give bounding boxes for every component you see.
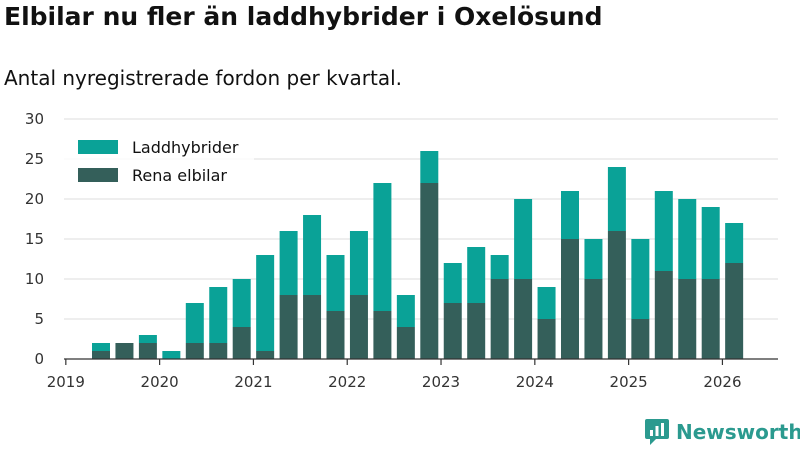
x-tick-label: 2021 (234, 373, 272, 391)
bar-laddhybrider (514, 199, 533, 279)
x-tick-label: 2020 (141, 373, 179, 391)
legend: Laddhybrider Rena elbilar (62, 131, 254, 193)
y-tick-label: 20 (25, 190, 44, 208)
bar-rena-elbilar (209, 343, 228, 359)
bar-laddhybrider (162, 351, 181, 359)
bar-laddhybrider (185, 303, 204, 343)
bar-rena-elbilar (490, 279, 509, 359)
chart-title: Elbilar nu fler än laddhybrider i Oxelös… (4, 2, 603, 31)
bar-rena-elbilar (420, 183, 439, 359)
bar-laddhybrider (373, 183, 392, 311)
bar-laddhybrider (631, 239, 650, 319)
x-tick-label: 2024 (516, 373, 554, 391)
bar-laddhybrider (256, 255, 275, 351)
bar-rena-elbilar (256, 351, 275, 359)
bars (92, 151, 744, 359)
bar-rena-elbilar (537, 319, 556, 359)
legend-swatch (78, 140, 118, 154)
bar-laddhybrider (209, 287, 228, 343)
bar-rena-elbilar (725, 263, 744, 359)
bar-rena-elbilar (279, 295, 298, 359)
bar-rena-elbilar (396, 327, 415, 359)
x-tick-label: 2026 (703, 373, 741, 391)
x-tick-label: 2022 (328, 373, 366, 391)
newsworthy-icon (645, 419, 669, 445)
legend-label: Rena elbilar (132, 166, 227, 185)
bar-rena-elbilar (326, 311, 345, 359)
bar-rena-elbilar (701, 279, 720, 359)
bar-laddhybrider (584, 239, 603, 279)
chart-subtitle: Antal nyregistrerade fordon per kvartal. (4, 66, 403, 90)
bar-rena-elbilar (561, 239, 579, 359)
bar-laddhybrider (537, 287, 556, 319)
bar-laddhybrider (467, 247, 486, 303)
x-tick-label: 2019 (47, 373, 85, 391)
bar-laddhybrider (701, 207, 720, 279)
bar-laddhybrider (326, 255, 345, 311)
bar-rena-elbilar (232, 327, 251, 359)
y-tick-label: 10 (25, 270, 44, 288)
bar-laddhybrider (279, 231, 298, 295)
bar-laddhybrider (725, 223, 744, 263)
bar-rena-elbilar (631, 319, 650, 359)
y-axis: 0 5 10 15 20 25 30 (25, 110, 44, 368)
bar-laddhybrider (232, 279, 251, 327)
y-tick-label: 5 (34, 310, 44, 328)
y-tick-label: 0 (34, 350, 44, 368)
bar-laddhybrider (92, 343, 110, 351)
newsworthy-logo: Newsworthy (644, 418, 800, 446)
x-tick-label: 2023 (422, 373, 460, 391)
brand-name: Newsworthy (676, 420, 800, 444)
bar-rena-elbilar (584, 279, 603, 359)
y-tick-label: 25 (25, 150, 44, 168)
y-tick-label: 30 (25, 110, 44, 128)
bar-laddhybrider (349, 231, 368, 295)
bar-laddhybrider (490, 255, 509, 279)
x-tick-label: 2025 (610, 373, 648, 391)
bar-laddhybrider (607, 167, 626, 231)
y-tick-label: 15 (25, 230, 44, 248)
bar-rena-elbilar (373, 311, 392, 359)
bar-rena-elbilar (185, 343, 204, 359)
bar-laddhybrider (396, 295, 415, 327)
legend-swatch (78, 168, 118, 182)
x-axis: 2019 2020 2021 2022 2023 2024 2025 2026 (47, 358, 778, 391)
bar-rena-elbilar (514, 279, 533, 359)
bar-rena-elbilar (467, 303, 486, 359)
bar-laddhybrider (420, 151, 439, 183)
bar-rena-elbilar (607, 231, 626, 359)
bar-rena-elbilar (443, 303, 462, 359)
legend-label: Laddhybrider (132, 138, 239, 157)
bar-rena-elbilar (654, 271, 673, 359)
bar-rena-elbilar (115, 343, 134, 359)
bar-laddhybrider (303, 215, 322, 295)
bar-laddhybrider (561, 191, 579, 239)
bar-rena-elbilar (303, 295, 322, 359)
bar-rena-elbilar (138, 343, 157, 359)
bar-laddhybrider (678, 199, 697, 279)
bar-rena-elbilar (92, 351, 110, 359)
bar-rena-elbilar (349, 295, 368, 359)
bar-laddhybrider (443, 263, 462, 303)
bar-rena-elbilar (678, 279, 697, 359)
bar-laddhybrider (654, 191, 673, 271)
bar-laddhybrider (138, 335, 157, 343)
